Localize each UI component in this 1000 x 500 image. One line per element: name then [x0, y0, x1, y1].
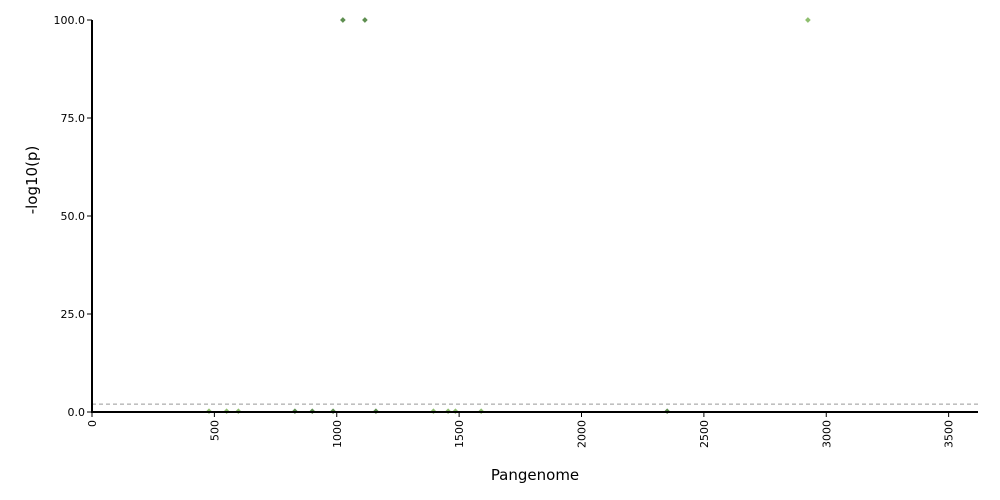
y-tick-label: 100.0: [54, 14, 86, 27]
y-tick-label: 0.0: [68, 406, 86, 419]
x-axis-title: Pangenome: [491, 466, 579, 484]
y-tick-label: 25.0: [61, 308, 86, 321]
x-tick-label: 1000: [331, 420, 344, 448]
y-axis-title: -log10(p): [23, 146, 41, 215]
data-points: [206, 17, 811, 415]
x-axis-ticks: 0 500 1000 1500 2000 2500 3000 3500: [86, 412, 956, 448]
x-tick-label: 500: [208, 420, 221, 441]
y-tick-label: 50.0: [61, 210, 86, 223]
x-tick-label: 2000: [576, 420, 589, 448]
y-axis-ticks: 0.0 25.0 50.0 75.0 100.0: [54, 14, 92, 419]
data-point: [340, 17, 346, 23]
x-tick-label: 1500: [453, 420, 466, 448]
y-tick-label: 75.0: [61, 112, 86, 125]
x-tick-label: 3000: [820, 420, 833, 448]
x-tick-label: 0: [86, 420, 99, 427]
data-point: [362, 17, 368, 23]
x-tick-label: 2500: [698, 420, 711, 448]
data-point: [805, 17, 811, 23]
x-tick-label: 3500: [943, 420, 956, 448]
